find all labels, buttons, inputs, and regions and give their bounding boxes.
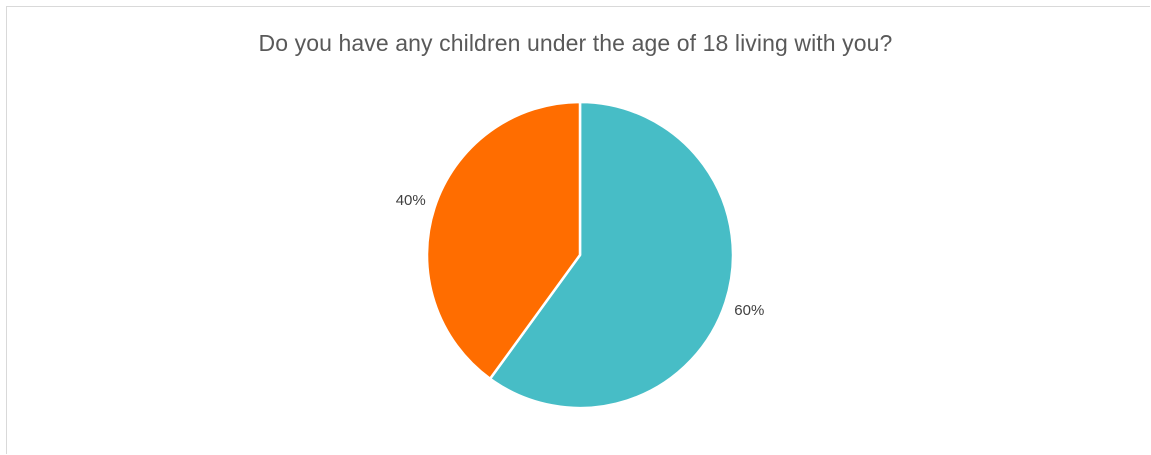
pie-labels: 60% 40% <box>396 192 765 319</box>
pie-slice-label-0: 60% <box>734 302 764 319</box>
pie-slice-label-1: 40% <box>396 192 426 209</box>
chart-title: Do you have any children under the age o… <box>258 30 893 56</box>
pie-slice-1 <box>425 100 582 381</box>
pie-slices <box>425 100 735 410</box>
pie-slice-0 <box>488 100 735 410</box>
